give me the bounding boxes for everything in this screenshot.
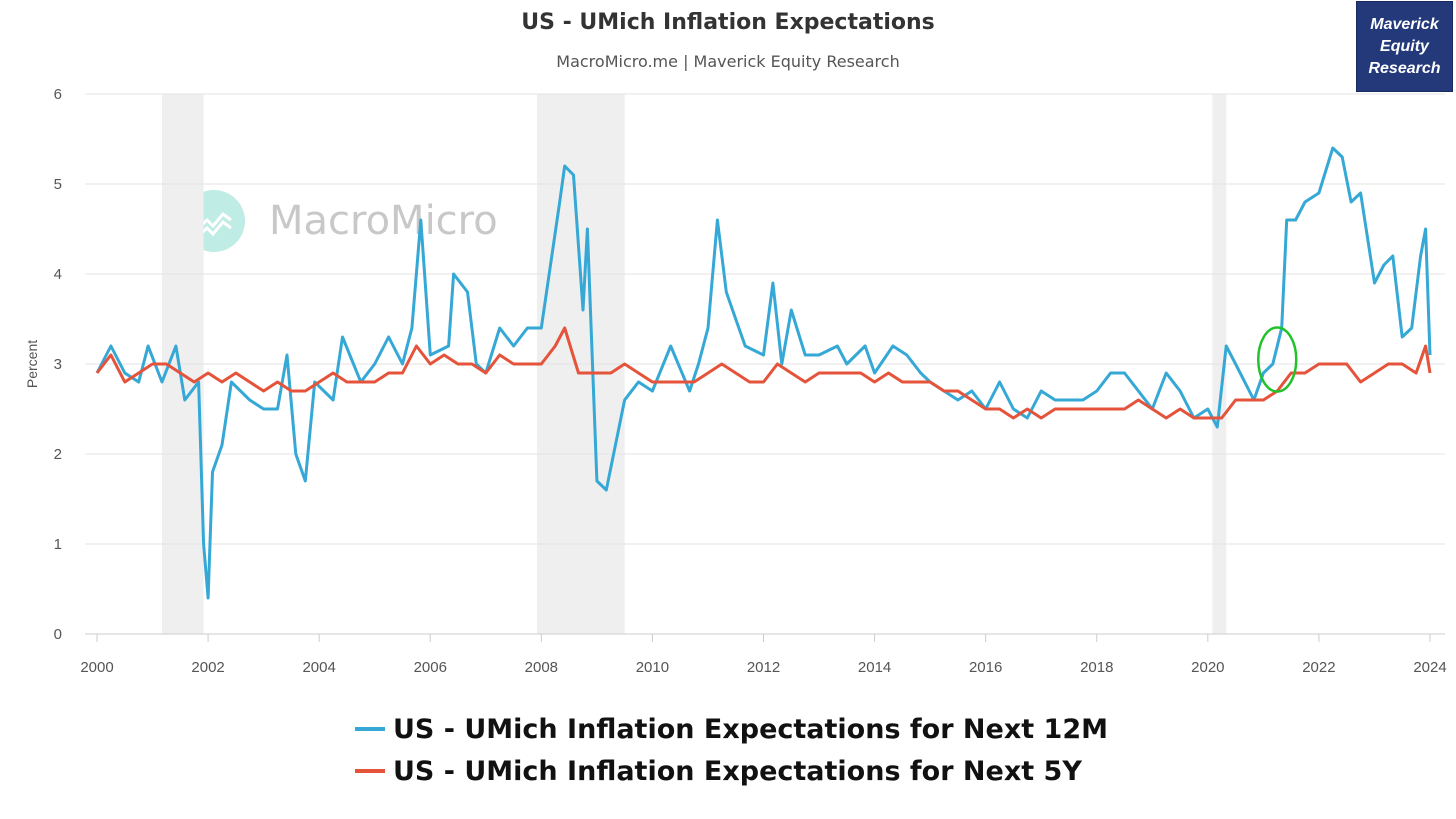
x-tick-label: 2006 bbox=[414, 659, 447, 676]
x-tick-label: 2000 bbox=[80, 659, 113, 676]
chart-legend: US - UMich Inflation Expectations for Ne… bbox=[355, 708, 1108, 792]
y-tick-label: 2 bbox=[54, 446, 62, 463]
legend-label-12m: US - UMich Inflation Expectations for Ne… bbox=[393, 713, 1108, 745]
x-tick-label: 2008 bbox=[525, 659, 558, 676]
x-tick-label: 2018 bbox=[1080, 659, 1113, 676]
legend-swatch-5y bbox=[355, 769, 385, 773]
legend-label-5y: US - UMich Inflation Expectations for Ne… bbox=[393, 755, 1082, 787]
series-lines bbox=[95, 146, 1432, 600]
y-tick-label: 4 bbox=[54, 266, 62, 283]
legend-item-5y[interactable]: US - UMich Inflation Expectations for Ne… bbox=[355, 750, 1108, 792]
chart-title: US - UMich Inflation Expectations bbox=[521, 10, 935, 35]
x-axis: 2000 2002 2004 2006 2008 2010 2012 2014 2016 2018… bbox=[80, 633, 1447, 676]
y-tick-label: 3 bbox=[54, 356, 62, 373]
y-tick-label: 5 bbox=[54, 176, 62, 193]
series-line-12m bbox=[95, 146, 1432, 600]
x-tick-label: 2010 bbox=[636, 659, 669, 676]
line-chart: 2000 2002 2004 2006 2008 2010 2012 2014 2016 2018… bbox=[24, 86, 1447, 676]
brand-label: Maverick Equity Research bbox=[1368, 15, 1441, 77]
x-tick-label: 2014 bbox=[858, 659, 891, 676]
x-tick-label: 2004 bbox=[302, 659, 335, 676]
x-tick-label: 2024 bbox=[1413, 659, 1446, 676]
maverick-brand-badge: Maverick Equity Research bbox=[1356, 1, 1453, 92]
legend-item-12m[interactable]: US - UMich Inflation Expectations for Ne… bbox=[355, 708, 1108, 750]
x-tick-label: 2016 bbox=[969, 659, 1002, 676]
x-tick-label: 2012 bbox=[747, 659, 780, 676]
x-tick-label: 2020 bbox=[1191, 659, 1224, 676]
x-tick-label: 2022 bbox=[1302, 659, 1335, 676]
highlight-ellipse bbox=[1257, 326, 1298, 393]
y-tick-label: 0 bbox=[54, 626, 62, 643]
x-tick-label: 2002 bbox=[191, 659, 224, 676]
chart-subtitle: MacroMicro.me | Maverick Equity Research bbox=[556, 52, 900, 71]
y-tick-label: 1 bbox=[54, 536, 62, 553]
legend-swatch-12m bbox=[355, 727, 385, 731]
y-axis: 0 1 2 3 4 5 6 bbox=[54, 86, 62, 643]
y-axis-label: Percent bbox=[24, 340, 40, 388]
watermark-text: MacroMicro bbox=[269, 198, 498, 244]
y-tick-label: 6 bbox=[54, 86, 62, 103]
annotations bbox=[1257, 326, 1298, 393]
series-line-5y bbox=[95, 326, 1432, 420]
